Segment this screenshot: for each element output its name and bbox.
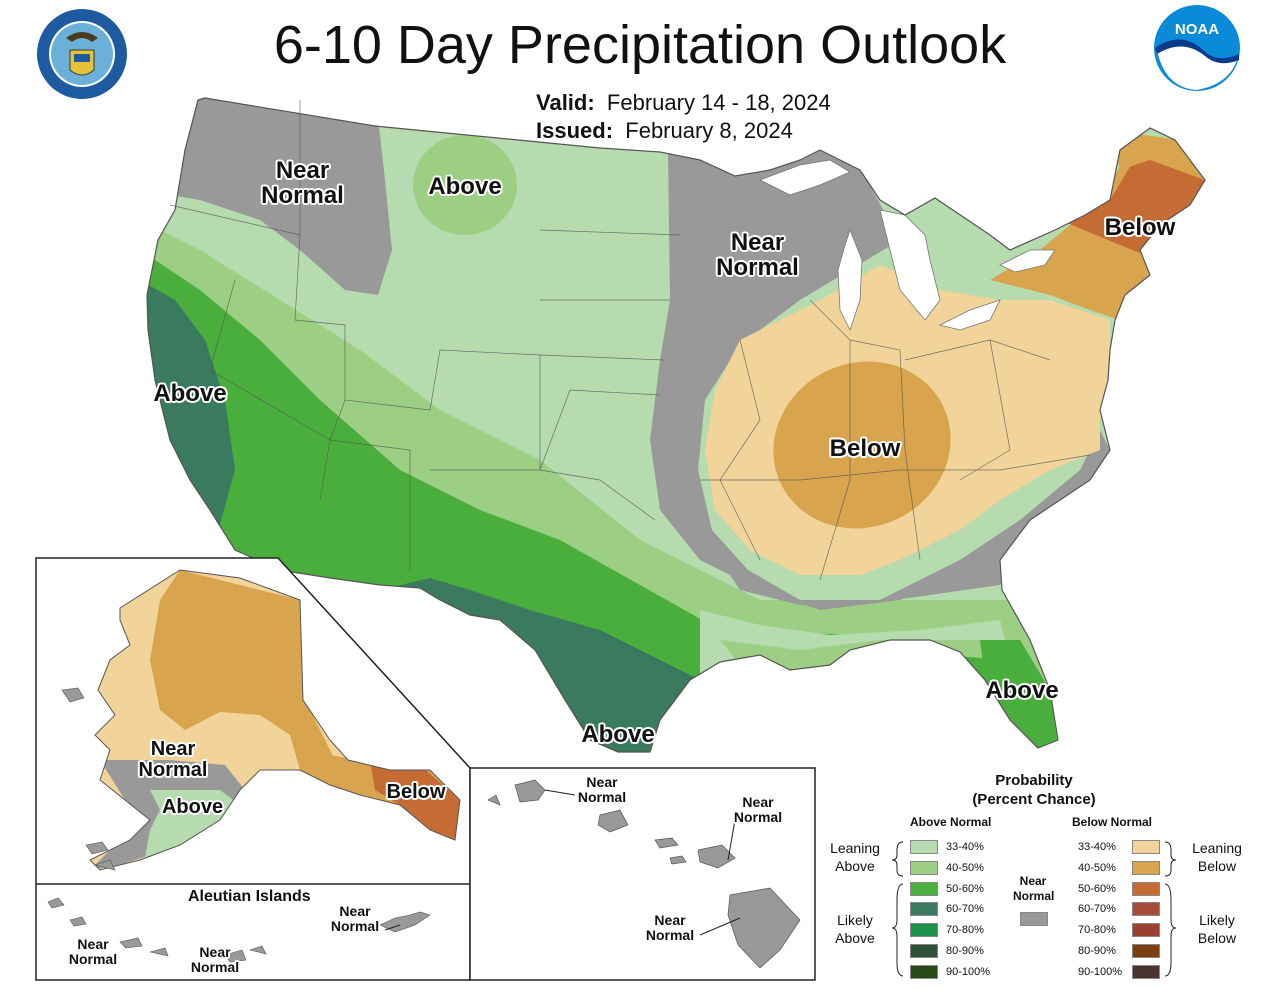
svg-text:NOAA: NOAA <box>1175 21 1219 38</box>
legend-range-below-5: 80-90% <box>1078 945 1116 957</box>
legend-range-above-4: 70-80% <box>946 924 984 937</box>
legend-range-above-2: 50-60% <box>946 882 984 895</box>
legend-likely-below: Likely Below <box>1197 912 1237 946</box>
great-lakes <box>759 159 1056 332</box>
label-ca-above: Above <box>153 380 227 407</box>
label-aleutian-near-1: Near Normal <box>68 936 118 967</box>
mt-above-40-50 <box>413 135 517 235</box>
noaa-logo-icon: NOAA <box>1154 5 1240 91</box>
date-block: Valid: February 14 - 18, 2024 Issued: Fe… <box>536 89 831 145</box>
department-of-commerce-seal-icon <box>37 9 127 99</box>
legend-likely-above: Likely Above <box>835 912 875 946</box>
legend-swatch-below-5 <box>1132 944 1160 958</box>
legend-swatch-below-1 <box>1132 860 1160 875</box>
legend-leaning-above: Leaning Above <box>830 840 880 874</box>
legend-range-above-3: 60-70% <box>946 903 984 916</box>
legend-title-line2: (Percent Chance) <box>972 790 1096 808</box>
legend-swatch-above-5 <box>910 944 938 958</box>
legend-swatch-above-4 <box>910 923 938 938</box>
legend-swatch-above-3 <box>910 902 938 917</box>
legend-range-above-6: 90-100% <box>946 965 991 978</box>
label-oh-below: Below <box>829 435 901 462</box>
legend-swatch-above-1 <box>910 860 938 875</box>
legend-swatch-above-0 <box>910 840 938 854</box>
legend-leaning-below: Leaning Below <box>1192 840 1242 874</box>
legend-range-below-2: 50-60% <box>1078 882 1116 895</box>
label-mn-near-normal: Near Normal <box>716 229 799 282</box>
legend-range-below-6: 90-100% <box>1078 965 1123 978</box>
legend-title: Probability (Percent Chance) <box>934 772 1134 810</box>
legend-range-below-0: 33-40% <box>1078 841 1116 853</box>
label-ak-above: Above <box>161 796 224 818</box>
state-borders <box>169 100 1091 581</box>
legend-range-below-4: 70-80% <box>1078 924 1116 937</box>
legend-swatch-below-0 <box>1132 840 1160 854</box>
legend-near-head: Near Normal <box>1013 874 1055 903</box>
label-tx-above: Above <box>581 721 655 748</box>
legend-swatch-below-2 <box>1132 881 1160 896</box>
legend-swatch-below-3 <box>1132 902 1160 917</box>
label-ne-below: Below <box>1104 214 1176 241</box>
hawaii-islands <box>487 779 801 969</box>
hawaii-leader-lines <box>384 789 741 936</box>
legend-braces <box>891 841 1177 977</box>
legend-above-head: Above Normal <box>910 815 992 829</box>
label-ak-below: Below <box>386 781 446 803</box>
valid-value: February 14 - 18, 2024 <box>606 90 831 115</box>
legend-swatch-near <box>1020 912 1048 926</box>
legend-range-below-1: 40-50% <box>1078 861 1116 874</box>
legend-title-line1: Probability <box>995 772 1073 789</box>
legend-below-head: Below Normal <box>1072 815 1153 829</box>
label-fl-above: Above <box>985 677 1059 704</box>
page-title: 6-10 Day Precipitation Outlook <box>273 15 1007 75</box>
label-ak-near-normal: Near Normal <box>138 738 208 781</box>
legend-range-above-5: 80-90% <box>946 945 984 957</box>
label-hi-near-1: Near Normal <box>577 774 627 805</box>
label-hi-near-3: Near Normal <box>645 912 695 943</box>
legend-range-below-3: 60-70% <box>1078 903 1116 916</box>
valid-label: Valid: <box>536 90 595 115</box>
label-aleutian-near-2: Near Normal <box>190 944 240 975</box>
legend-swatch-above-6 <box>910 964 938 979</box>
label-aleutian-near-3: Near Normal <box>330 903 380 934</box>
midwest-near-normal <box>650 150 1120 752</box>
legend-swatch-below-4 <box>1132 923 1160 938</box>
legend-swatch-above-2 <box>910 881 938 896</box>
label-mt-above: Above <box>428 173 502 200</box>
label-hi-near-2: Near Normal <box>733 794 783 825</box>
label-nw-near-normal: Near Normal <box>261 157 344 210</box>
issued-value: February 8, 2024 <box>625 118 793 143</box>
legend-range-above-0: 33-40% <box>946 841 984 853</box>
legend-range-above-1: 40-50% <box>946 861 984 874</box>
aleutian-title: Aleutian Islands <box>188 888 311 905</box>
nw-near-normal <box>147 98 392 295</box>
issued-label: Issued: <box>536 118 614 143</box>
legend-swatch-below-6 <box>1132 964 1160 979</box>
oh-below-40-50 <box>773 361 951 529</box>
